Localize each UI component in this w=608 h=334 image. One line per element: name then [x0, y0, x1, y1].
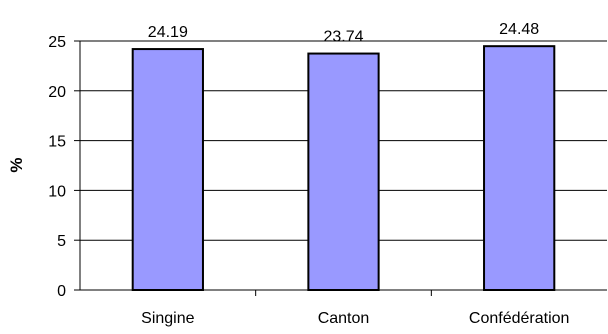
y-tick-label: 0	[57, 283, 66, 300]
y-tick-label: 20	[48, 84, 66, 101]
x-tick-label: Singine	[141, 310, 194, 327]
data-label: 24.48	[499, 21, 539, 38]
bars	[131, 45, 556, 292]
labels: 24.19 Singine 23.74 Canton 24.48 Confédératio…	[141, 21, 569, 327]
y-tick-label: 5	[57, 233, 66, 250]
bar-0	[131, 48, 204, 292]
x-tick-label: Canton	[318, 310, 370, 327]
axes: 0 5 10 15 20 25	[48, 34, 607, 300]
y-tick-label: 15	[48, 134, 66, 151]
y-tick-label: 10	[48, 183, 66, 200]
data-label: 23.74	[323, 29, 363, 46]
data-label: 24.19	[148, 24, 188, 41]
bar-1	[307, 52, 380, 291]
y-axis-label: %	[7, 157, 26, 172]
x-tick-label: Confédération	[469, 310, 570, 327]
y-tick-label: 25	[48, 34, 66, 51]
bar-2	[483, 45, 556, 291]
